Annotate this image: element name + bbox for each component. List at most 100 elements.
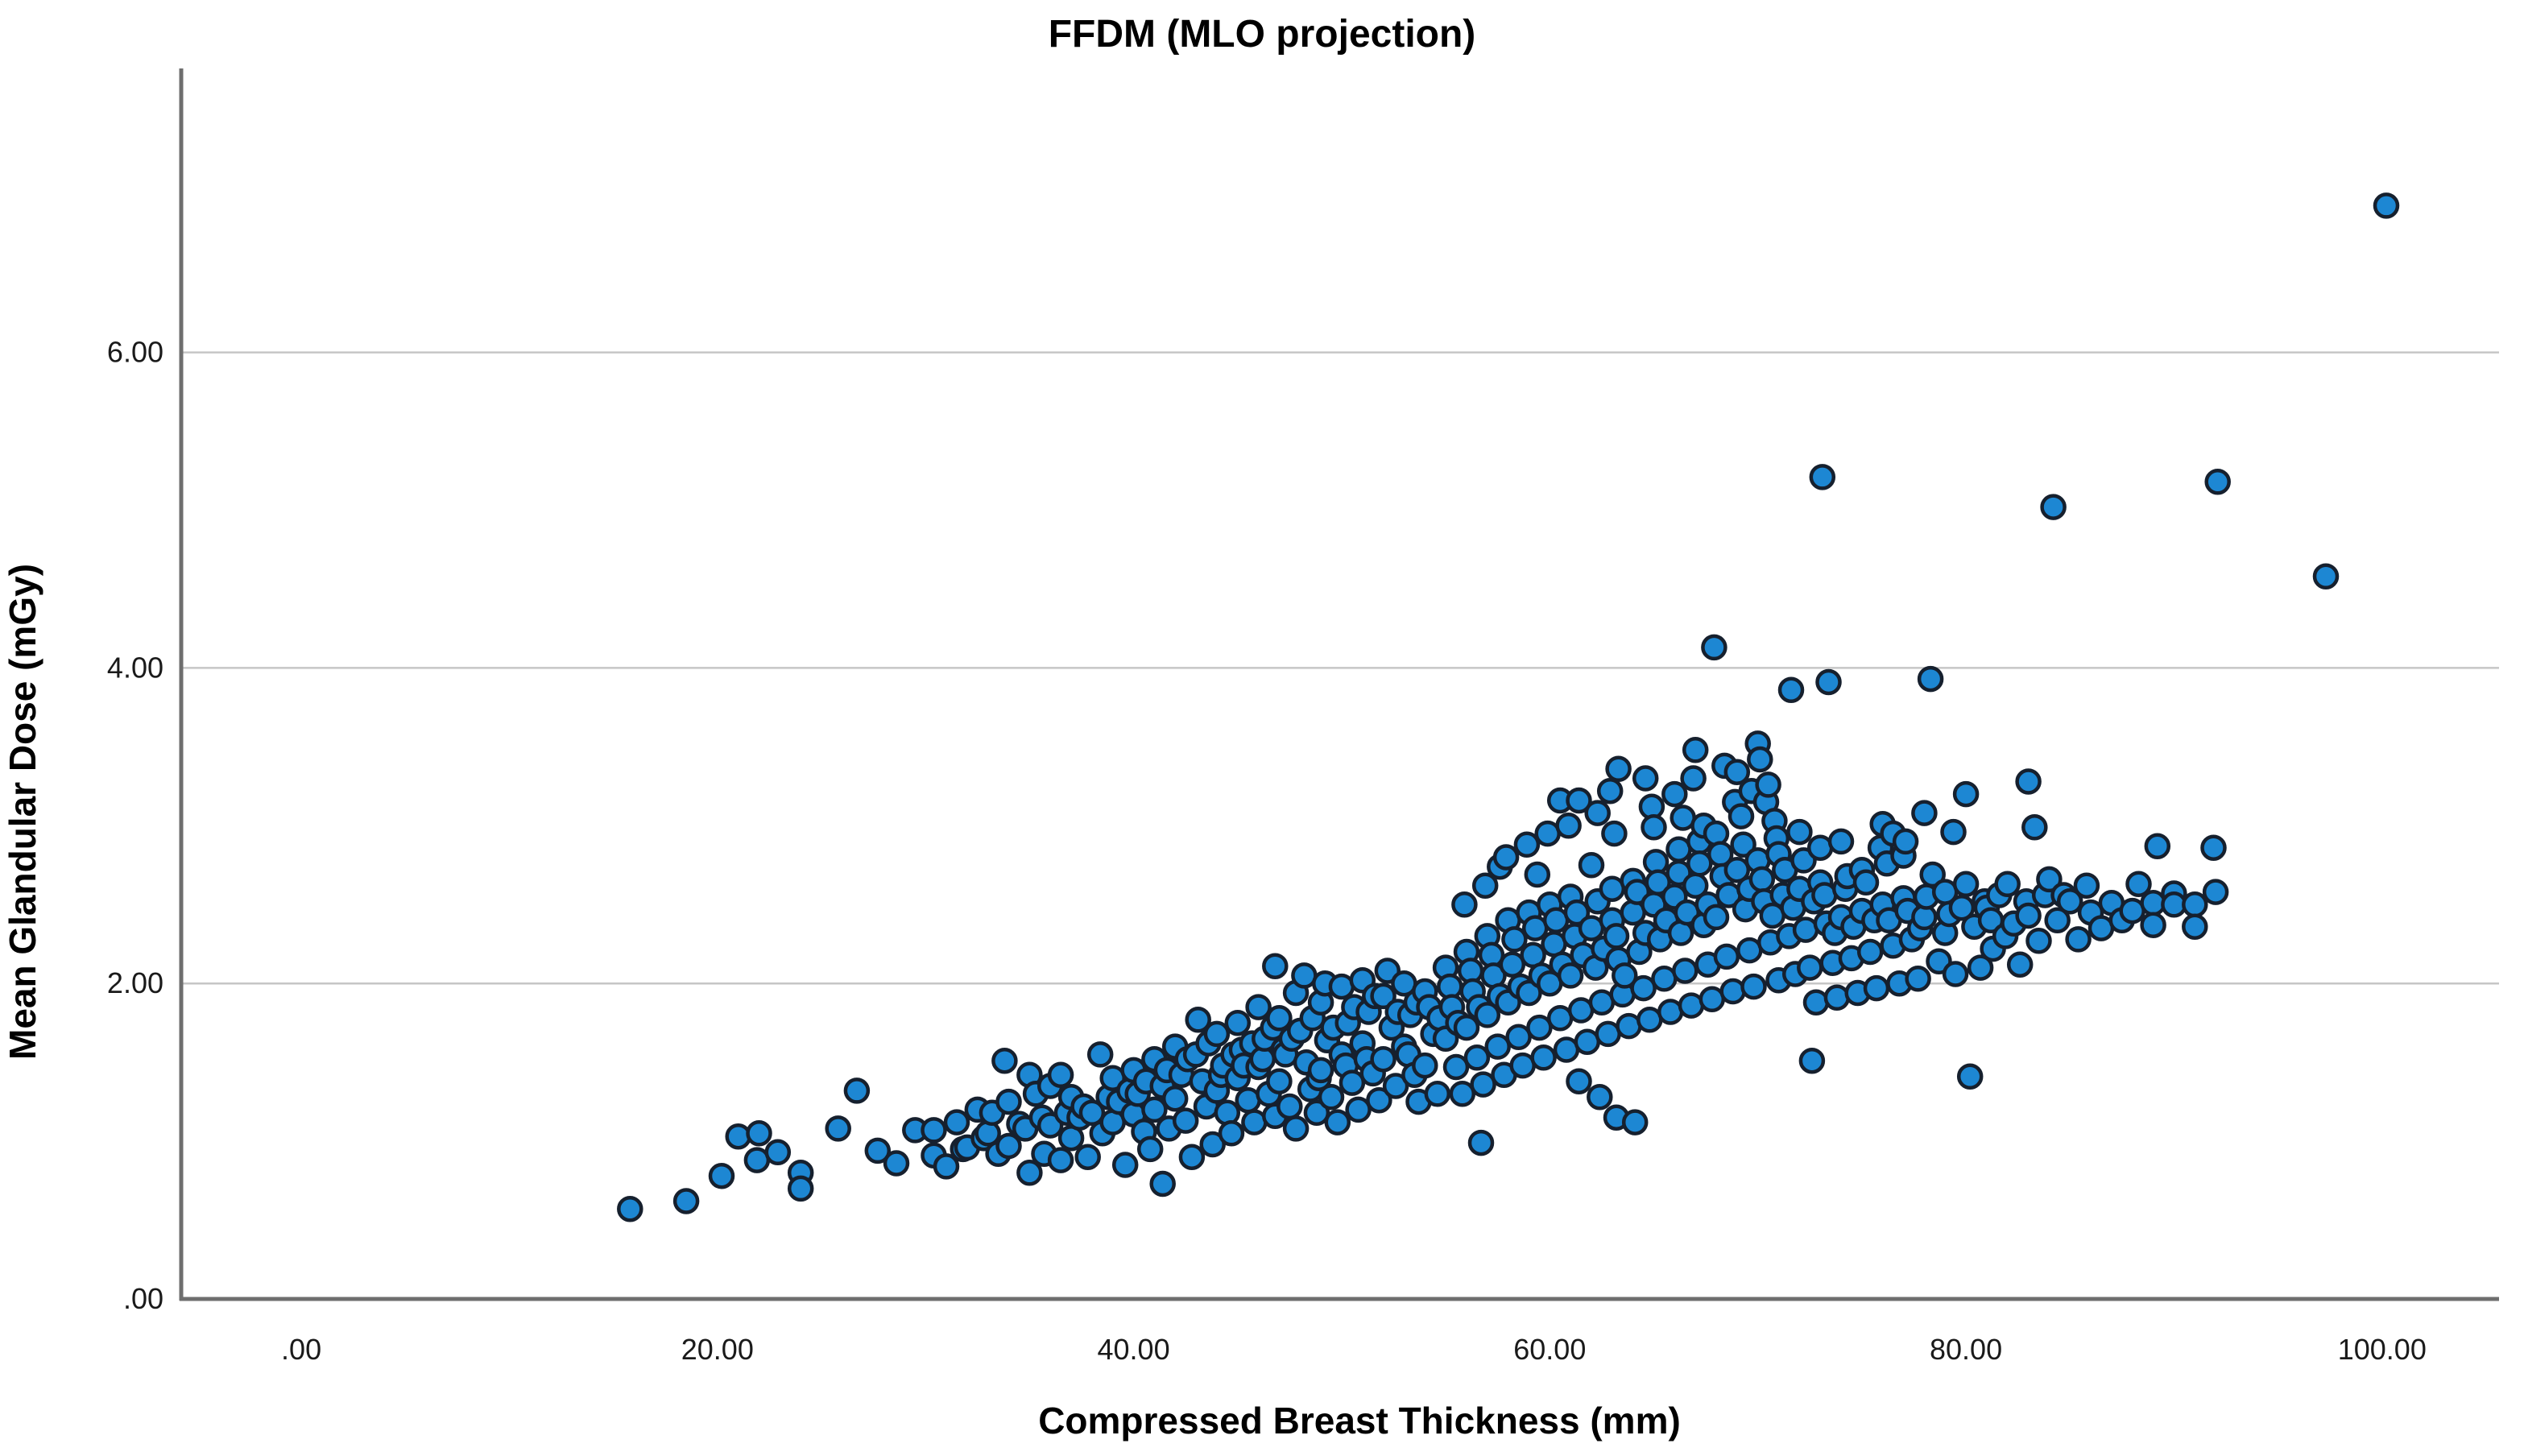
x-tick-label-60: 60.00: [1513, 1333, 1586, 1366]
data-point: [708, 1162, 735, 1189]
y-tick-label-6: 6.00: [107, 336, 163, 369]
data-point: [1555, 813, 1582, 839]
data-point: [2015, 768, 2042, 795]
data-point: [1199, 1131, 1226, 1158]
data-point: [1596, 777, 1624, 805]
data-point: [1086, 1041, 1114, 1068]
data-point: [1566, 787, 1592, 814]
data-point: [1672, 958, 1699, 984]
data-point: [1701, 634, 1727, 661]
data-point: [1047, 1061, 1074, 1089]
data-point: [1172, 1107, 1199, 1134]
data-point: [1136, 1135, 1164, 1163]
data-point: [2125, 871, 2152, 898]
data-point: [1809, 464, 1836, 490]
data-point: [1686, 850, 1713, 877]
data-point: [1218, 1120, 1245, 1147]
data-point: [1424, 1081, 1451, 1107]
data-point: [672, 1188, 700, 1214]
data-point: [1956, 1063, 1984, 1090]
data-point: [1324, 1109, 1351, 1135]
x-axis-title: Compressed Breast Thickness (mm): [1038, 1400, 1681, 1442]
data-point: [1557, 962, 1584, 989]
data-point: [1798, 1047, 1826, 1074]
data-point: [1948, 894, 1976, 921]
data-point: [1412, 1052, 1438, 1079]
data-point: [1892, 828, 1919, 855]
axes: [179, 68, 2499, 1301]
x-tick-label-0: .00: [281, 1333, 321, 1366]
data-point: [1727, 803, 1755, 829]
data-point: [2056, 888, 2083, 915]
data-point: [1802, 989, 1830, 1015]
data-point: [1366, 1086, 1392, 1114]
y-tick-label-0: .00: [123, 1282, 163, 1315]
y-tick-label-4: 4.00: [107, 651, 163, 684]
y-axis-title: Mean Glandular Dose (mGy): [2, 564, 43, 1060]
data-point: [2204, 469, 2231, 495]
data-point: [746, 1120, 772, 1147]
data-point: [1442, 1053, 1470, 1081]
data-point: [2015, 902, 2042, 929]
data-point: [1474, 1002, 1501, 1028]
data-point: [1141, 1096, 1168, 1123]
data-point: [2182, 891, 2208, 918]
data-point: [1852, 869, 1880, 896]
data-point: [1601, 820, 1628, 847]
data-point: [1516, 979, 1542, 1007]
data-point: [1632, 765, 1659, 792]
data-point: [1815, 668, 1842, 696]
data-point: [1370, 1045, 1396, 1073]
data-point: [1078, 1099, 1106, 1127]
data-point: [1505, 1024, 1532, 1051]
data-point: [1524, 861, 1551, 888]
data-point: [2182, 913, 2208, 940]
gridlines: [181, 351, 2499, 985]
data-point: [933, 1153, 960, 1180]
data-point: [1919, 861, 1946, 888]
data-point: [1786, 818, 1813, 846]
data-point: [1303, 1099, 1330, 1127]
data-point: [1501, 926, 1528, 953]
data-point: [1994, 871, 2021, 898]
data-point: [1917, 665, 1944, 693]
data-point: [1074, 1144, 1101, 1170]
data-point: [1645, 869, 1671, 896]
data-point: [617, 1196, 643, 1222]
data-point: [1940, 818, 1967, 846]
chart-title: FFDM (MLO projection): [1049, 13, 1476, 56]
data-point: [1797, 954, 1823, 981]
data-point: [1856, 938, 1884, 966]
data-point: [1905, 966, 1931, 992]
data-point: [1224, 1009, 1252, 1036]
data-point: [1942, 961, 1969, 987]
data-point: [2140, 912, 2166, 938]
data-point: [883, 1150, 910, 1177]
y-tick-label-2: 2.00: [107, 966, 163, 999]
data-point: [1307, 1057, 1334, 1084]
data-point: [2200, 834, 2227, 861]
data-point: [1563, 899, 1591, 926]
data-point: [1449, 1081, 1476, 1107]
x-tick-label-100: 100.00: [2338, 1333, 2427, 1366]
data-point: [1214, 1099, 1241, 1127]
data-point: [2312, 563, 2340, 590]
data-point: [2202, 879, 2229, 905]
x-tick-label-40: 40.00: [1098, 1333, 1170, 1366]
data-point: [1605, 755, 1632, 783]
data-point: [825, 1115, 851, 1142]
data-point: [1530, 1044, 1557, 1071]
data-point: [1863, 974, 1890, 1002]
data-point: [1730, 831, 1756, 858]
data-point: [1680, 765, 1707, 792]
data-point: [943, 1109, 970, 1135]
data-point: [1587, 1084, 1613, 1111]
data-point: [1185, 1007, 1211, 1033]
data-point: [1630, 974, 1657, 1002]
data-point: [2006, 951, 2034, 978]
data-point: [2144, 833, 2171, 860]
data-point: [1382, 1073, 1409, 1099]
data-point: [1823, 984, 1851, 1011]
data-point: [1748, 866, 1776, 893]
